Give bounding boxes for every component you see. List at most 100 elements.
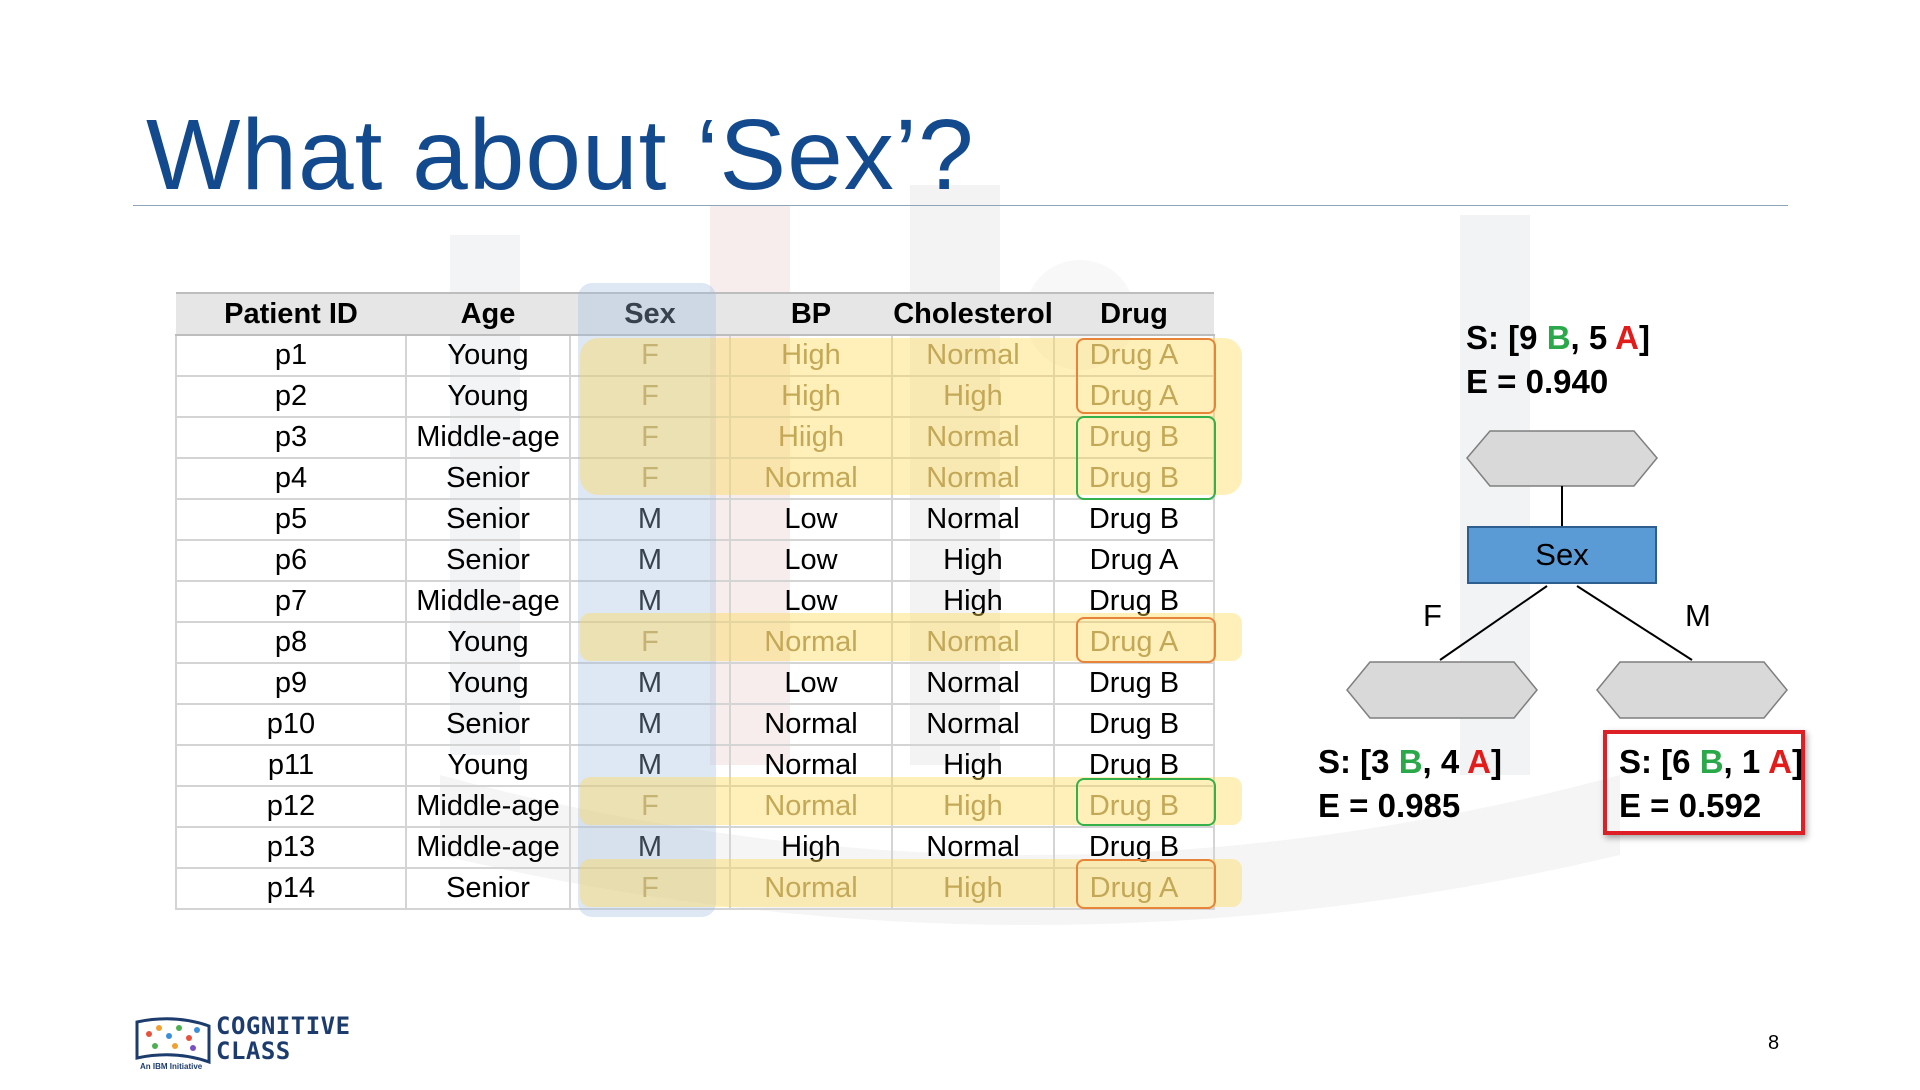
header-sex: Sex <box>570 292 730 336</box>
cell-patient-id: p9 <box>175 663 407 705</box>
table-row: p11 Young M Normal High Drug B <box>175 745 1215 787</box>
cell-age: Young <box>406 622 571 664</box>
table-row: p10 Senior M Normal Normal Drug B <box>175 704 1215 746</box>
cell-bp: Low <box>730 540 893 582</box>
header-patient-id: Patient ID <box>176 292 406 336</box>
cell-sex: F <box>570 335 731 377</box>
table-row: p8 Young F Normal Normal Drug A <box>175 622 1215 664</box>
cell-drug: Drug A <box>1054 622 1215 664</box>
cell-cholesterol: Normal <box>892 335 1055 377</box>
cell-bp: Normal <box>730 622 893 664</box>
cell-cholesterol: High <box>892 745 1055 787</box>
right-a-label: A <box>1768 743 1793 780</box>
cell-patient-id: p5 <box>175 499 407 541</box>
right-entropy: E = 0.592 <box>1619 787 1762 824</box>
left-prefix: S: [3 <box>1318 743 1399 780</box>
branch-m-line <box>1576 585 1693 661</box>
root-prefix: S: [9 <box>1466 319 1547 356</box>
cell-cholesterol: Normal <box>892 622 1055 664</box>
branch-f-label: F <box>1423 598 1442 633</box>
cell-cholesterol: Normal <box>892 499 1055 541</box>
root-a-label: A <box>1615 319 1640 356</box>
table-row: p1 Young F High Normal Drug A <box>175 335 1215 377</box>
cell-drug: Drug B <box>1054 745 1215 787</box>
cell-sex: M <box>570 663 731 705</box>
cell-patient-id: p13 <box>175 827 407 869</box>
cell-bp: Low <box>730 663 893 705</box>
right-suffix: ] <box>1792 743 1804 780</box>
cell-sex: M <box>570 499 731 541</box>
sex-node: Sex <box>1467 526 1657 584</box>
cell-cholesterol: High <box>892 540 1055 582</box>
cell-sex: M <box>570 745 731 787</box>
cell-cholesterol: High <box>892 581 1055 623</box>
cell-bp: Low <box>730 499 893 541</box>
table-row: p3 Middle-age F Hiigh Normal Drug B <box>175 417 1215 459</box>
right-prefix: S: [6 <box>1619 743 1700 780</box>
cell-age: Young <box>406 335 571 377</box>
cell-drug: Drug B <box>1054 827 1215 869</box>
sex-node-label: Sex <box>1535 537 1589 572</box>
cell-bp: High <box>730 335 893 377</box>
cell-bp: Normal <box>730 458 893 500</box>
left-stats: S: [3 B, 4 A] E = 0.985 <box>1318 740 1502 828</box>
table-row: p9 Young M Low Normal Drug B <box>175 663 1215 705</box>
root-stats: S: [9 B, 5 A] E = 0.940 <box>1466 316 1650 404</box>
left-b-label: B <box>1398 743 1423 780</box>
cell-patient-id: p1 <box>175 335 407 377</box>
cell-bp: Normal <box>730 786 893 828</box>
cell-age: Middle-age <box>406 417 571 459</box>
cell-patient-id: p8 <box>175 622 407 664</box>
table-row: p13 Middle-age M High Normal Drug B <box>175 827 1215 869</box>
cell-age: Middle-age <box>406 786 571 828</box>
slide-title: What about ‘Sex’? <box>146 99 975 211</box>
cell-age: Senior <box>406 458 571 500</box>
table-row: p4 Senior F Normal Normal Drug B <box>175 458 1215 500</box>
header-cholesterol: Cholesterol <box>892 292 1054 336</box>
cell-drug: Drug B <box>1054 417 1215 459</box>
right-sample-count: S: [6 B, 1 A] <box>1619 740 1803 784</box>
cell-patient-id: p14 <box>175 868 407 910</box>
root-suffix: ] <box>1639 319 1651 356</box>
cell-age: Middle-age <box>406 581 571 623</box>
left-child-hexagon <box>1346 661 1538 719</box>
right-child-hexagon <box>1596 661 1788 719</box>
cell-patient-id: p4 <box>175 458 407 500</box>
cell-drug: Drug A <box>1054 335 1215 377</box>
cell-patient-id: p10 <box>175 704 407 746</box>
cell-patient-id: p11 <box>175 745 407 787</box>
cell-cholesterol: Normal <box>892 827 1055 869</box>
table-row: p14 Senior F Normal High Drug A <box>175 868 1215 910</box>
table-row: p12 Middle-age F Normal High Drug B <box>175 786 1215 828</box>
table-row: p5 Senior M Low Normal Drug B <box>175 499 1215 541</box>
cell-drug: Drug A <box>1054 540 1215 582</box>
cell-bp: Normal <box>730 704 893 746</box>
logo-wordmark: COGNITIVE CLASS <box>216 1014 351 1064</box>
cell-patient-id: p12 <box>175 786 407 828</box>
cell-bp: High <box>730 827 893 869</box>
cell-bp: Normal <box>730 745 893 787</box>
cell-bp: Low <box>730 581 893 623</box>
cell-sex: F <box>570 868 731 910</box>
table-row: p2 Young F High High Drug A <box>175 376 1215 418</box>
best-split-highlight-box <box>1603 730 1805 835</box>
header-age: Age <box>406 292 570 336</box>
cognitive-class-logo <box>135 1017 211 1065</box>
cell-sex: M <box>570 704 731 746</box>
cell-sex: F <box>570 417 731 459</box>
left-mid: , 4 <box>1422 743 1468 780</box>
cell-drug: Drug B <box>1054 499 1215 541</box>
cell-drug: Drug B <box>1054 581 1215 623</box>
right-mid: , 1 <box>1723 743 1769 780</box>
header-drug: Drug <box>1054 292 1214 336</box>
cell-cholesterol: High <box>892 786 1055 828</box>
cell-cholesterol: High <box>892 868 1055 910</box>
cell-sex: M <box>570 827 731 869</box>
logo-line-1: COGNITIVE <box>216 1012 351 1040</box>
root-entropy: E = 0.940 <box>1466 363 1609 400</box>
cell-cholesterol: Normal <box>892 458 1055 500</box>
root-mid: , 5 <box>1570 319 1616 356</box>
cell-patient-id: p3 <box>175 417 407 459</box>
header-bp: BP <box>730 292 892 336</box>
